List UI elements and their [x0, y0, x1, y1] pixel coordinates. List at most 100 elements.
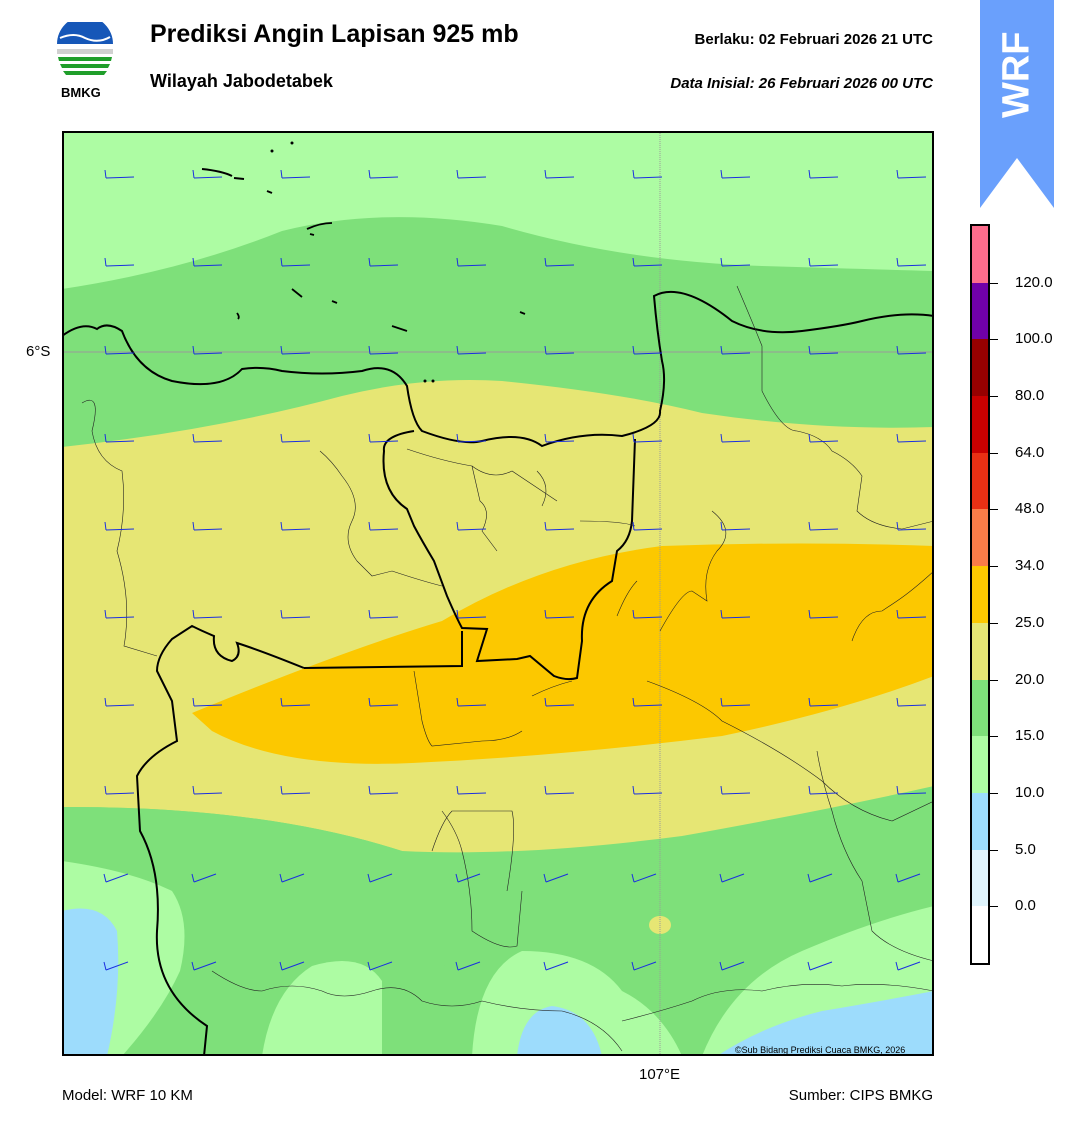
colorbar-tick-label: 34.0	[1015, 557, 1045, 575]
wind-barb	[896, 257, 927, 267]
wind-barb	[895, 873, 921, 883]
wind-barb	[368, 697, 399, 707]
wind-barb	[896, 345, 927, 355]
valid-time: Berlaku: 02 Februari 2026 21 UTC	[694, 31, 933, 48]
wind-barb	[279, 873, 305, 883]
colorbar-tick	[990, 339, 998, 341]
wind-barb	[280, 345, 311, 355]
wind-barb	[896, 433, 927, 443]
colorbar-segment	[972, 622, 988, 680]
wind-barb	[808, 697, 839, 707]
wind-barb	[896, 785, 927, 795]
map-title: Prediksi Angin Lapisan 925 mb	[150, 20, 519, 48]
wind-barb	[808, 169, 839, 179]
wind-barb	[632, 169, 663, 179]
wind-barb	[192, 345, 223, 355]
model-label: Model: WRF 10 KM	[62, 1087, 193, 1104]
wind-barb	[632, 697, 663, 707]
colorbar-tick	[990, 396, 998, 398]
colorbar-tick-label: 20.0	[1015, 670, 1045, 688]
colorbar-segment	[972, 339, 988, 397]
wind-barb	[544, 433, 575, 443]
colorbar-tick	[990, 792, 998, 794]
wind-barb	[808, 521, 839, 531]
wind-barb	[544, 257, 575, 267]
wind-barb	[192, 697, 223, 707]
colorbar-tick	[990, 282, 998, 284]
wind-barb	[896, 521, 927, 531]
wind-barbs	[103, 169, 927, 971]
wind-barb	[280, 257, 311, 267]
wind-barb	[456, 345, 487, 355]
wind-barb	[280, 785, 311, 795]
wind-barb	[544, 609, 575, 619]
colorbar	[970, 224, 990, 965]
wind-barb	[279, 961, 305, 971]
wind-barb	[631, 873, 657, 883]
wind-band-25-34	[192, 543, 934, 764]
wind-barb	[104, 521, 135, 531]
colorbar-tick	[990, 566, 998, 568]
wind-barb	[544, 169, 575, 179]
wind-barb	[455, 873, 481, 883]
colorbar-tick-label: 0.0	[1015, 897, 1036, 915]
wind-barb	[896, 697, 927, 707]
wind-barb	[720, 257, 751, 267]
wind-barb	[104, 257, 135, 267]
colorbar-segment	[972, 906, 988, 963]
wind-barb	[720, 521, 751, 531]
colorbar-tick-label: 120.0	[1015, 273, 1053, 291]
longitude-label: 107°E	[639, 1066, 681, 1083]
logo-label: BMKG	[61, 85, 101, 100]
colorbar-tick	[990, 622, 998, 624]
wind-barb	[368, 433, 399, 443]
wind-barb	[456, 169, 487, 179]
colorbar-tick-label: 48.0	[1015, 500, 1045, 518]
wind-barb	[543, 873, 569, 883]
colorbar-tick-label: 25.0	[1015, 613, 1045, 631]
wind-barb	[720, 169, 751, 179]
latitude-label: 6°S	[26, 343, 51, 360]
wind-barb	[807, 961, 833, 971]
wind-barb	[544, 697, 575, 707]
wind-barb	[104, 697, 135, 707]
wind-barb	[368, 521, 399, 531]
colorbar-tick-label: 15.0	[1015, 727, 1045, 745]
wind-barb	[368, 345, 399, 355]
colorbar-tick	[990, 736, 998, 738]
wind-barb	[543, 961, 569, 971]
wind-barb	[103, 873, 129, 883]
wind-barb	[192, 609, 223, 619]
copyright-note: ©Sub Bidang Prediksi Cuaca BMKG, 2026	[735, 1045, 906, 1055]
wind-barb	[280, 521, 311, 531]
wind-barb	[368, 169, 399, 179]
colorbar-segment	[972, 566, 988, 623]
wind-barb	[632, 521, 663, 531]
wind-barb	[192, 169, 223, 179]
wind-barb	[720, 697, 751, 707]
wrf-badge-label: WRF	[995, 31, 1038, 119]
wind-barb	[720, 785, 751, 795]
colorbar-tick-label: 64.0	[1015, 443, 1045, 461]
map-border	[62, 131, 934, 1056]
bmkg-logo	[54, 16, 116, 84]
region-subtitle: Wilayah Jabodetabek	[150, 71, 333, 91]
colorbar-tick-label: 80.0	[1015, 387, 1045, 405]
wind-barb	[368, 785, 399, 795]
wind-barb	[456, 433, 487, 443]
source-label: Sumber: CIPS BMKG	[788, 1087, 933, 1104]
colorbar-segment	[972, 226, 988, 283]
colorbar-tick	[990, 452, 998, 454]
colorbar-tick	[990, 679, 998, 681]
wind-barb	[455, 961, 481, 971]
wind-barb	[104, 345, 135, 355]
colorbar-tick	[990, 849, 998, 851]
wind-barb	[808, 257, 839, 267]
wind-barb	[456, 257, 487, 267]
wind-barb	[720, 433, 751, 443]
wind-barb	[192, 257, 223, 267]
wind-map	[62, 131, 934, 1056]
colorbar-segment	[972, 736, 988, 793]
wind-barb	[192, 521, 223, 531]
wind-barb	[896, 169, 927, 179]
